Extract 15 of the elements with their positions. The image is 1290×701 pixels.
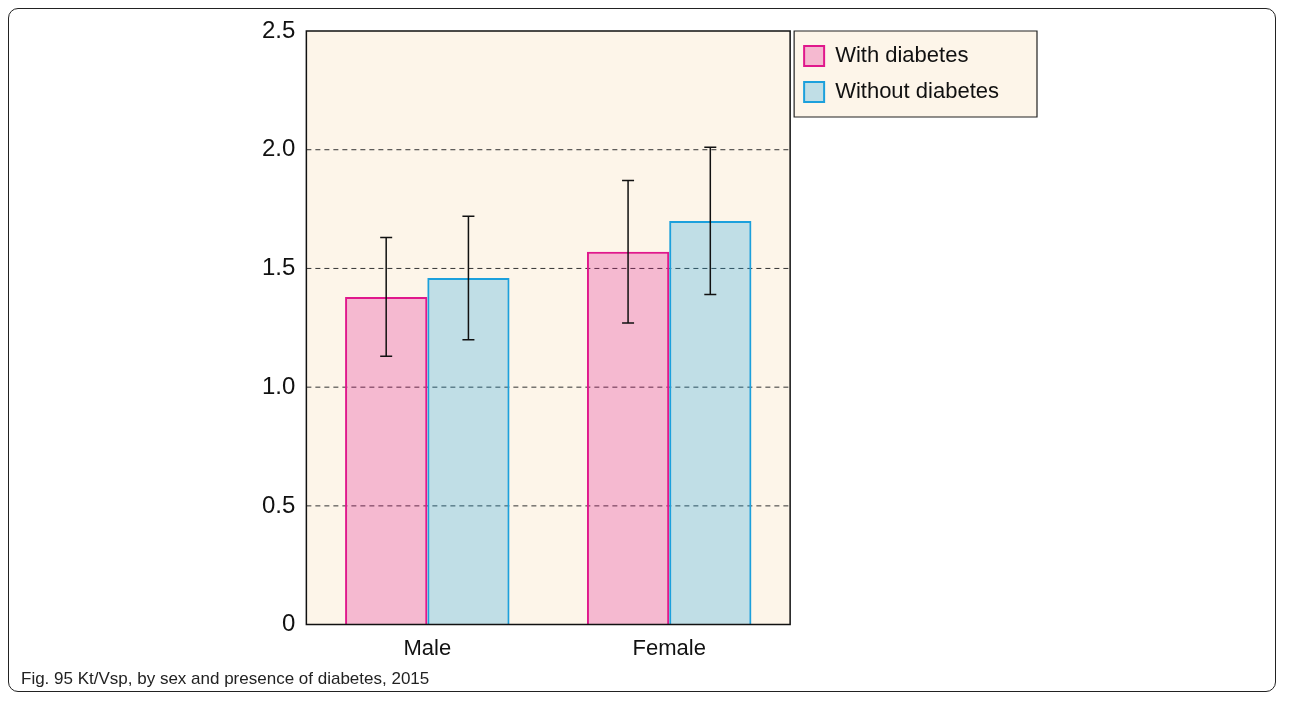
bar bbox=[427, 277, 510, 625]
x-tick-label: Female bbox=[632, 634, 706, 660]
caption: Fig. 95 Kt/Vsp, by sex and presence of diabetes, 2015 bbox=[21, 669, 430, 689]
legend-label: With diabetes bbox=[835, 42, 969, 68]
y-tick-label: 2.0 bbox=[261, 134, 296, 162]
y-tick-label: 2.5 bbox=[261, 15, 296, 43]
x-tick-label: Male bbox=[403, 634, 452, 660]
bar bbox=[586, 251, 670, 625]
y-tick-label: 0 bbox=[282, 609, 296, 637]
y-tick-label: 1.0 bbox=[261, 371, 296, 399]
legend-label: Without diabetes bbox=[835, 78, 999, 104]
bar bbox=[669, 220, 752, 625]
bar bbox=[345, 296, 428, 625]
y-tick-label: 1.5 bbox=[261, 253, 296, 281]
y-tick-label: 0.5 bbox=[261, 490, 296, 518]
